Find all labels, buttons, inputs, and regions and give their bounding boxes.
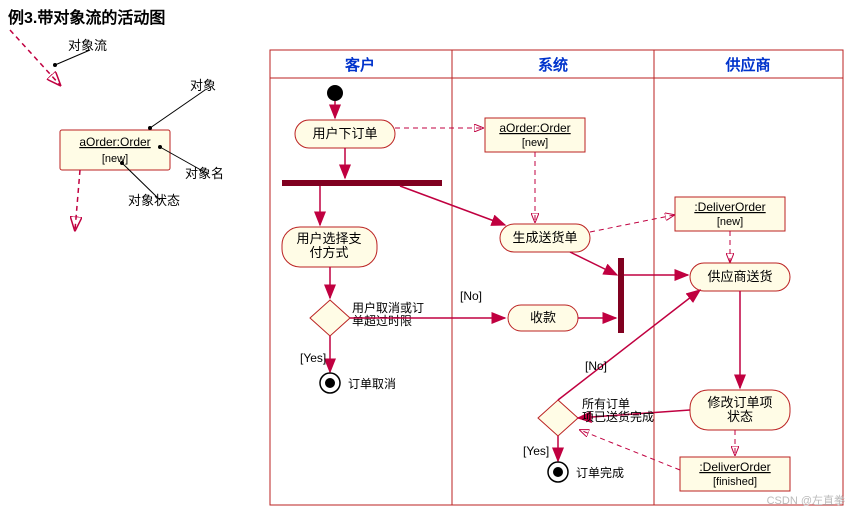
complete-label: 订单完成 <box>576 465 624 480</box>
svg-text:用户下订单: 用户下订单 <box>312 126 377 141</box>
legend-obj-state: [new] <box>102 153 128 165</box>
lane-supplier: 供应商 <box>724 56 770 74</box>
guard-yes1: [Yes] <box>300 351 326 365</box>
guard-yes2: [Yes] <box>523 444 549 458</box>
decision-all-done <box>538 400 578 436</box>
svg-text:生成送货单: 生成送货单 <box>512 230 577 245</box>
watermark: CSDN @左直拳 <box>767 492 845 508</box>
guard-no2: [No] <box>585 359 607 373</box>
legend: aOrder:Order [new] 对象流 对象 对象名 对象状态 <box>10 30 224 230</box>
legend-obj-name: aOrder:Order <box>79 135 150 149</box>
svg-text:供应商送货: 供应商送货 <box>707 269 772 284</box>
diagram-canvas: aOrder:Order [new] 对象流 对象 对象名 对象状态 客户 系统… <box>0 0 855 514</box>
annot-obj: 对象 <box>190 78 216 93</box>
lane-customer: 客户 <box>344 56 375 74</box>
guard-timeout: 用户取消或订单超过时限 <box>352 300 424 328</box>
svg-text:收款: 收款 <box>530 310 556 325</box>
annot-flow: 对象流 <box>68 38 107 53</box>
svg-text:aOrder:Order: aOrder:Order <box>499 121 570 135</box>
svg-text::DeliverOrder: :DeliverOrder <box>694 200 765 214</box>
initial-node <box>327 85 343 101</box>
annot-state: 对象状态 <box>128 193 180 208</box>
annot-name: 对象名 <box>185 166 224 181</box>
lane-system: 系统 <box>538 56 568 74</box>
svg-text:[new]: [new] <box>522 137 548 149</box>
fork-bar-2 <box>618 258 624 333</box>
svg-text:[finished]: [finished] <box>713 476 757 488</box>
cancel-label: 订单取消 <box>348 377 396 391</box>
svg-text:[new]: [new] <box>717 216 743 228</box>
guard-no1: [No] <box>460 289 482 303</box>
fork-bar-1 <box>282 180 442 186</box>
decision-timeout <box>310 300 350 336</box>
guard-all-done: 所有订单项已送货完成 <box>582 397 654 424</box>
svg-text::DeliverOrder: :DeliverOrder <box>699 460 770 474</box>
